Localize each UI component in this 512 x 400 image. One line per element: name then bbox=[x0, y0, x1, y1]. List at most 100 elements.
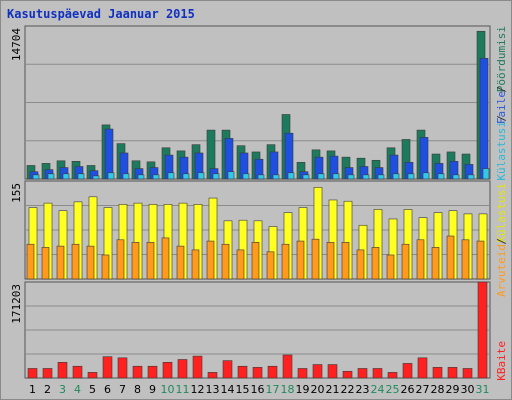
x-tick-label-day-19: 19 bbox=[296, 383, 310, 396]
bar-volume-day-23 bbox=[356, 249, 365, 280]
bar-traffic-day-2 bbox=[42, 368, 53, 379]
bar-volume-day-12 bbox=[191, 249, 200, 280]
bar-volume-day-1 bbox=[26, 243, 35, 280]
bar-hits-day-14 bbox=[227, 171, 235, 180]
legend-top-3: Külastusi bbox=[495, 121, 508, 181]
x-tick-label-day-11: 11 bbox=[176, 383, 190, 396]
x-tick-label-day-7: 7 bbox=[119, 383, 126, 396]
x-tick-label-day-30: 30 bbox=[461, 383, 475, 396]
bar-hits-day-5 bbox=[92, 175, 100, 180]
x-tick-label-day-14: 14 bbox=[221, 383, 235, 396]
bar-hits-day-30 bbox=[467, 174, 475, 180]
y-axis-max-label-3: 171203 bbox=[10, 284, 23, 324]
bar-volume-day-9 bbox=[146, 242, 155, 280]
x-tick-label-day-2: 2 bbox=[44, 383, 51, 396]
bar-traffic-day-5 bbox=[87, 372, 98, 379]
bar-hits-day-22 bbox=[347, 174, 355, 180]
legend-middle-2: Arvuteid bbox=[495, 244, 508, 297]
bar-volume-day-19 bbox=[296, 240, 305, 280]
bar-volume-day-6 bbox=[101, 254, 110, 280]
bar-volume-day-31 bbox=[476, 240, 485, 280]
bar-traffic-day-26 bbox=[402, 363, 413, 379]
bar-hits-day-16 bbox=[257, 174, 265, 180]
bar-hits-day-20 bbox=[317, 173, 325, 180]
legend-top-2: Faile bbox=[495, 91, 508, 124]
bar-hits-day-8 bbox=[137, 174, 145, 180]
bar-traffic-day-11 bbox=[177, 359, 188, 379]
bar-volume-day-7 bbox=[116, 239, 125, 280]
bar-hits-day-4 bbox=[77, 173, 85, 180]
bar-traffic-day-14 bbox=[222, 360, 233, 379]
bar-traffic-day-6 bbox=[102, 356, 113, 379]
bar-hits-day-11 bbox=[182, 173, 190, 180]
bar-traffic-day-25 bbox=[387, 372, 398, 379]
bar-volume-day-10 bbox=[161, 237, 170, 280]
bar-traffic-day-3 bbox=[57, 361, 68, 379]
x-tick-label-day-17: 17 bbox=[266, 383, 280, 396]
bar-traffic-day-13 bbox=[207, 372, 218, 379]
bar-hits-day-10 bbox=[167, 172, 175, 180]
x-tick-label-day-29: 29 bbox=[446, 383, 460, 396]
x-tick-label-day-8: 8 bbox=[134, 383, 141, 396]
bar-hits-day-18 bbox=[287, 172, 295, 180]
x-tick-label-day-3: 3 bbox=[59, 383, 66, 396]
bar-volume-day-11 bbox=[176, 245, 185, 280]
bar-hits-day-25 bbox=[392, 173, 400, 180]
bar-traffic-day-21 bbox=[327, 364, 338, 379]
bar-traffic-day-10 bbox=[162, 361, 173, 379]
bar-traffic-day-20 bbox=[312, 364, 323, 379]
x-tick-label-day-5: 5 bbox=[89, 383, 96, 396]
x-tick-label-day-18: 18 bbox=[281, 383, 295, 396]
bar-traffic-day-23 bbox=[357, 368, 368, 379]
bar-volume-day-16 bbox=[251, 242, 260, 280]
y-axis-max-label-1: 14704 bbox=[10, 28, 23, 61]
x-tick-label-day-9: 9 bbox=[149, 383, 156, 396]
bar-traffic-day-9 bbox=[147, 365, 158, 379]
bar-volume-day-4 bbox=[71, 243, 80, 280]
bar-volume-day-26 bbox=[401, 243, 410, 280]
bar-volume-day-5 bbox=[86, 245, 95, 280]
bar-hits-day-19 bbox=[302, 174, 310, 180]
bar-traffic-day-15 bbox=[237, 365, 248, 379]
bar-volume-day-29 bbox=[446, 235, 455, 280]
x-tick-label-day-24: 24 bbox=[371, 383, 385, 396]
x-tick-label-day-20: 20 bbox=[311, 383, 325, 396]
bar-traffic-day-28 bbox=[432, 367, 443, 379]
bar-volume-day-21 bbox=[326, 242, 335, 280]
bar-traffic-day-1 bbox=[27, 368, 38, 379]
bar-traffic-day-18 bbox=[282, 354, 293, 379]
x-tick-label-day-13: 13 bbox=[206, 383, 220, 396]
legend-separator: / bbox=[495, 238, 508, 245]
x-tick-label-day-21: 21 bbox=[326, 383, 340, 396]
legend-middle-1: Külastusi bbox=[495, 183, 508, 243]
x-tick-label-day-28: 28 bbox=[431, 383, 445, 396]
chart-title: Kasutuspäevad Jaanuar 2015 bbox=[7, 7, 195, 21]
bar-pages-day-6 bbox=[104, 128, 114, 180]
legend-separator: / bbox=[495, 115, 508, 122]
bar-hits-day-26 bbox=[407, 173, 415, 180]
bar-traffic-day-7 bbox=[117, 357, 128, 379]
bar-traffic-day-27 bbox=[417, 357, 428, 379]
bar-traffic-day-4 bbox=[72, 365, 83, 379]
bar-hits-day-13 bbox=[212, 173, 220, 180]
bar-traffic-day-31 bbox=[477, 281, 488, 379]
bar-hits-day-1 bbox=[32, 174, 40, 180]
legend-top-1: Pöördumisi bbox=[495, 26, 508, 92]
bar-volume-day-25 bbox=[386, 254, 395, 280]
x-tick-label-day-1: 1 bbox=[29, 383, 36, 396]
bar-traffic-day-19 bbox=[297, 368, 308, 379]
bar-hits-day-23 bbox=[362, 174, 370, 180]
bar-traffic-day-16 bbox=[252, 367, 263, 379]
bar-volume-day-3 bbox=[56, 245, 65, 280]
bar-traffic-day-30 bbox=[462, 368, 473, 379]
bar-volume-day-30 bbox=[461, 239, 470, 280]
bar-volume-day-20 bbox=[311, 238, 320, 280]
x-tick-label-day-25: 25 bbox=[386, 383, 400, 396]
bar-hits-day-15 bbox=[242, 173, 250, 180]
x-tick-label-day-16: 16 bbox=[251, 383, 265, 396]
bar-hits-day-2 bbox=[47, 173, 55, 180]
bar-volume-day-22 bbox=[341, 242, 350, 280]
y-axis-max-label-2: 155 bbox=[10, 183, 23, 203]
